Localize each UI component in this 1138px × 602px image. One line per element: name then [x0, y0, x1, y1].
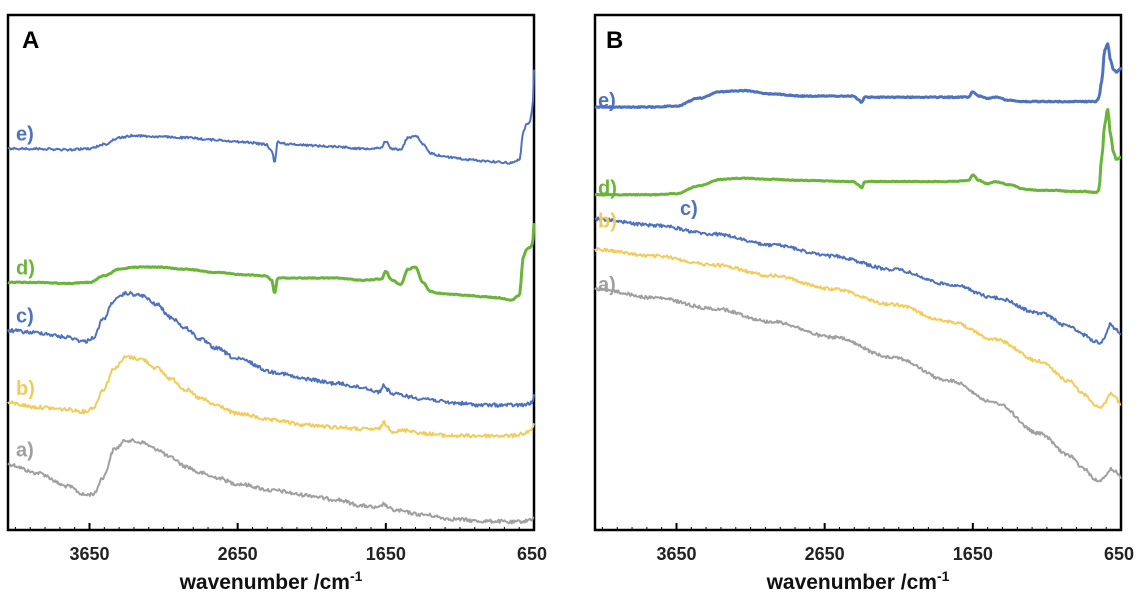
series-label-d: d): [598, 178, 617, 200]
x-axis-title-a: wavenumber /cm-1: [179, 568, 363, 594]
x-tick-label: 3650: [69, 544, 109, 564]
x-tick-label: 1650: [953, 544, 993, 564]
series-label-a: a): [16, 439, 34, 461]
x-tick-label: 2650: [218, 544, 258, 564]
series-label-e: e): [598, 90, 616, 112]
series-label-e: e): [16, 124, 34, 146]
plot-frame-b: [595, 15, 1121, 530]
series-label-b: b): [16, 378, 35, 400]
x-tick-label: 650: [517, 544, 547, 564]
panel-b: B 3650 2650 1650 650 a) b) c) d) e) wavenumber …: [595, 15, 1134, 594]
series-label-a: a): [598, 274, 616, 296]
x-tick-label: 2650: [805, 544, 845, 564]
panel-label-a: A: [22, 27, 39, 54]
series-label-c: c): [16, 306, 34, 328]
panel-label-b: B: [606, 27, 623, 54]
series-label-b: b): [598, 210, 617, 232]
x-tick-label: 1650: [366, 544, 406, 564]
series-label-c: c): [680, 198, 698, 220]
series-label-d: d): [16, 257, 35, 279]
plot-frame-a: [8, 15, 534, 530]
x-axis-title-b: wavenumber /cm-1: [766, 568, 950, 594]
x-tick-label: 3650: [656, 544, 696, 564]
panel-a: A 3650 2650 1650 650 a) b) c) d) e) wavenumber …: [8, 15, 547, 594]
x-tick-label: 650: [1104, 544, 1134, 564]
